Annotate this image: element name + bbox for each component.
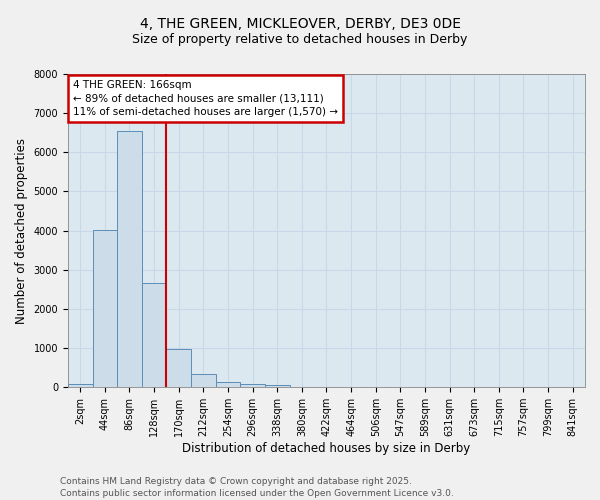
Bar [215, 382, 240, 387]
Bar [191, 374, 215, 387]
Text: Size of property relative to detached houses in Derby: Size of property relative to detached ho… [133, 32, 467, 46]
Y-axis label: Number of detached properties: Number of detached properties [15, 138, 28, 324]
Bar [240, 384, 265, 387]
Bar [68, 384, 92, 387]
Text: 4, THE GREEN, MICKLEOVER, DERBY, DE3 0DE: 4, THE GREEN, MICKLEOVER, DERBY, DE3 0DE [139, 18, 461, 32]
Bar [265, 386, 290, 387]
Bar [92, 230, 117, 387]
X-axis label: Distribution of detached houses by size in Derby: Distribution of detached houses by size … [182, 442, 470, 455]
Text: Contains HM Land Registry data © Crown copyright and database right 2025.
Contai: Contains HM Land Registry data © Crown c… [60, 476, 454, 498]
Text: 4 THE GREEN: 166sqm
← 89% of detached houses are smaller (13,111)
11% of semi-de: 4 THE GREEN: 166sqm ← 89% of detached ho… [73, 80, 338, 116]
Bar [117, 131, 142, 387]
Bar [142, 284, 166, 387]
Bar [166, 349, 191, 387]
